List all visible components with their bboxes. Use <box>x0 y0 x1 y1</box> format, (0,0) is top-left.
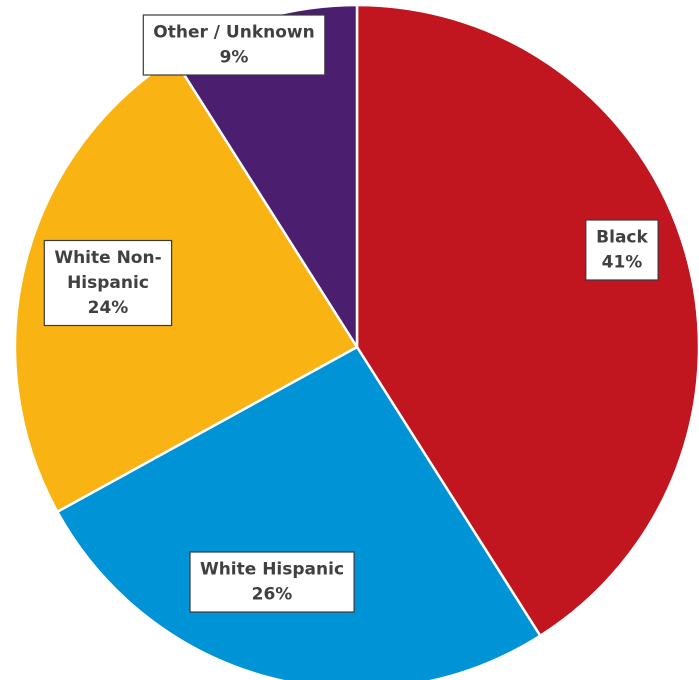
data-label-text: 41% <box>602 253 643 273</box>
data-label-box <box>585 219 659 281</box>
data-label-white-hispanic: White Hispanic 26% <box>189 551 355 613</box>
data-label-black: Black 41% <box>585 219 659 281</box>
data-label-text: Other / Unknown <box>153 23 314 43</box>
pie-slice-white-non-hispanic <box>13 56 359 514</box>
data-label-text: White Non- <box>54 248 161 268</box>
pie-data-labels: Black 41% White Hispanic 26% White Non- Hispa… <box>43 14 659 613</box>
data-label-other-unknown: Other / Unknown 9% <box>142 14 326 76</box>
data-label-text: Hispanic <box>67 273 149 293</box>
pie-slice-white-hispanic <box>56 345 542 680</box>
data-label-text: White Hispanic <box>200 560 344 580</box>
pie-slices <box>13 3 699 680</box>
data-label-box <box>142 14 326 76</box>
data-label-box <box>189 551 355 613</box>
data-label-box <box>43 239 173 327</box>
data-label-white-non-hispanic: White Non- Hispanic 24% <box>43 239 173 327</box>
pie-slice-black <box>355 3 699 638</box>
data-label-text: 26% <box>252 585 293 605</box>
data-label-text: 24% <box>88 298 129 318</box>
data-label-text: Black <box>596 228 648 248</box>
data-label-text: 9% <box>220 48 249 68</box>
